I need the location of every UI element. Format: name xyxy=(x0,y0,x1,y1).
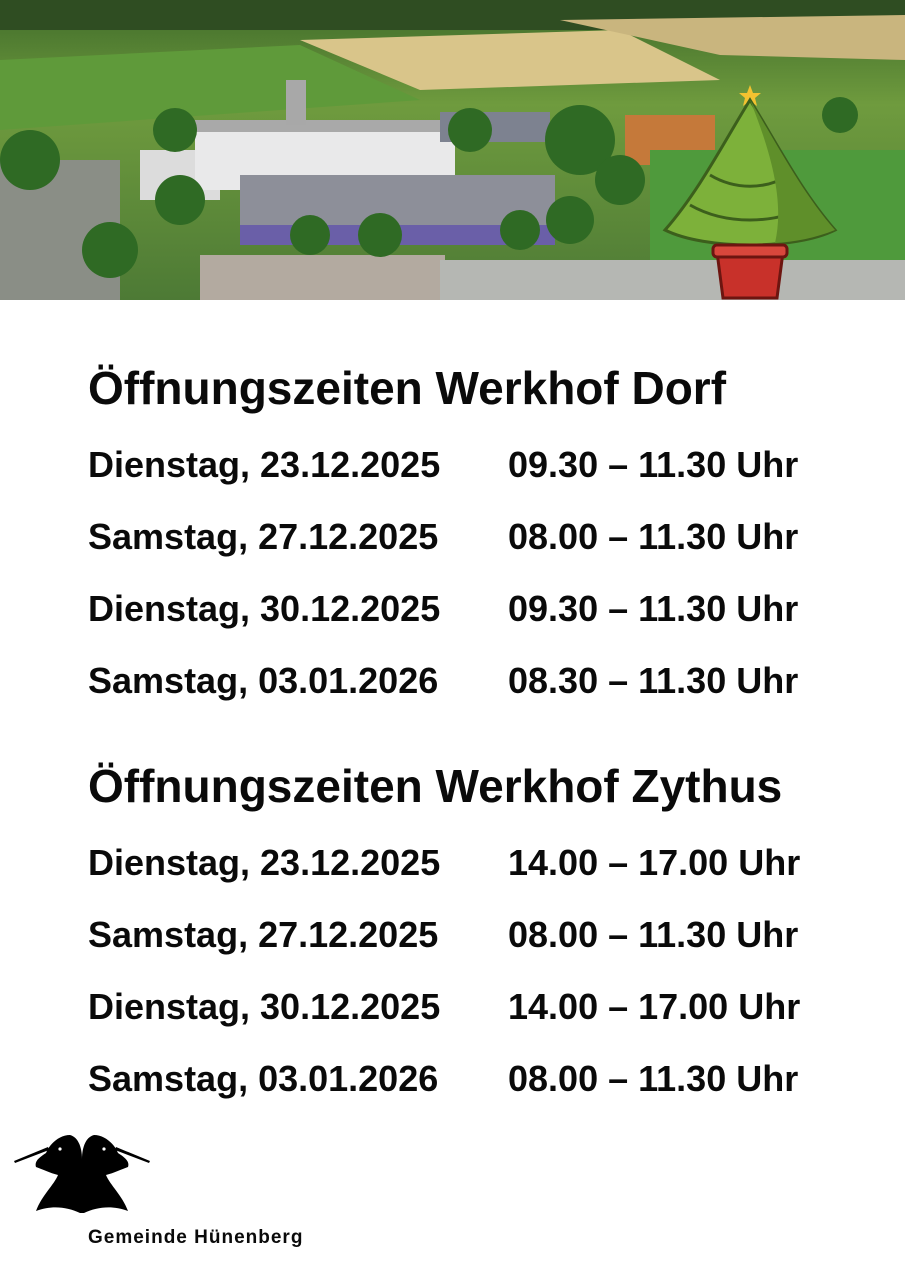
schedule-time: 14.00 – 17.00 Uhr xyxy=(508,986,801,1027)
schedule-date: Samstag, 27.12.2025 xyxy=(88,914,439,955)
schedule-time: 08.00 – 11.30 Uhr xyxy=(508,1058,799,1099)
unicorn-heads-crest-icon xyxy=(14,1135,150,1213)
section-title-werkhof-dorf: Öffnungszeiten Werkhof Dorf xyxy=(88,362,727,414)
christmas-tree-icon xyxy=(662,85,838,300)
schedule-time: 09.30 – 11.30 Uhr xyxy=(508,588,799,629)
schedule-date: Dienstag, 30.12.2025 xyxy=(88,588,441,629)
header-aerial-photo xyxy=(0,0,905,300)
municipality-name: Gemeinde Hünenberg xyxy=(88,1227,304,1248)
schedule-time: 08.00 – 11.30 Uhr xyxy=(508,516,799,557)
schedule-date: Samstag, 03.01.2026 xyxy=(88,660,439,701)
schedule-time: 08.00 – 11.30 Uhr xyxy=(508,914,799,955)
schedule-time: 08.30 – 11.30 Uhr xyxy=(508,660,799,701)
schedule-date: Dienstag, 30.12.2025 xyxy=(88,986,441,1027)
schedule-time: 14.00 – 17.00 Uhr xyxy=(508,842,801,883)
schedule-date: Samstag, 03.01.2026 xyxy=(88,1058,439,1099)
schedule-date: Dienstag, 23.12.2025 xyxy=(88,842,441,883)
schedule-date: Dienstag, 23.12.2025 xyxy=(88,444,441,485)
schedule-date: Samstag, 27.12.2025 xyxy=(88,516,439,557)
section-title-werkhof-zythus: Öffnungszeiten Werkhof Zythus xyxy=(88,760,783,812)
schedule-time: 09.30 – 11.30 Uhr xyxy=(508,444,799,485)
